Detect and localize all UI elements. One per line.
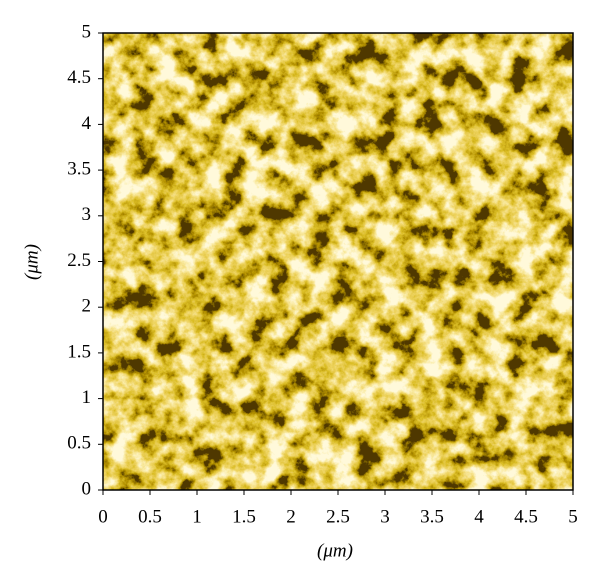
afm-image bbox=[103, 33, 573, 490]
x-tick-label: 1.5 bbox=[232, 506, 256, 527]
y-tick-label: 3 bbox=[82, 204, 92, 225]
y-axis-label: (μm) bbox=[21, 244, 42, 280]
x-tick-label: 4 bbox=[474, 506, 484, 527]
x-tick-label: 2.5 bbox=[326, 506, 350, 527]
x-tick-label: 3 bbox=[380, 506, 390, 527]
y-tick-label: 2 bbox=[82, 296, 92, 317]
y-tick-label: 1 bbox=[82, 387, 92, 408]
x-tick-label: 2 bbox=[286, 506, 296, 527]
x-tick-label: 0 bbox=[98, 506, 108, 527]
y-tick-label: 2.5 bbox=[67, 250, 91, 271]
y-tick-label: 4.5 bbox=[67, 67, 91, 88]
y-tick-label: 4 bbox=[82, 113, 92, 134]
y-tick-label: 3.5 bbox=[67, 158, 91, 179]
x-tick-label: 1 bbox=[192, 506, 202, 527]
x-tick-label: 4.5 bbox=[514, 506, 538, 527]
y-tick-label: 5 bbox=[82, 21, 92, 42]
x-tick-label: 3.5 bbox=[420, 506, 444, 527]
y-tick-label: 1.5 bbox=[67, 341, 91, 362]
y-tick-label: 0 bbox=[82, 478, 92, 499]
y-tick-label: 0.5 bbox=[67, 433, 91, 454]
x-axis-label: (μm) bbox=[317, 540, 353, 561]
x-tick-label: 5 bbox=[568, 506, 578, 527]
x-tick-label: 0.5 bbox=[138, 506, 162, 527]
